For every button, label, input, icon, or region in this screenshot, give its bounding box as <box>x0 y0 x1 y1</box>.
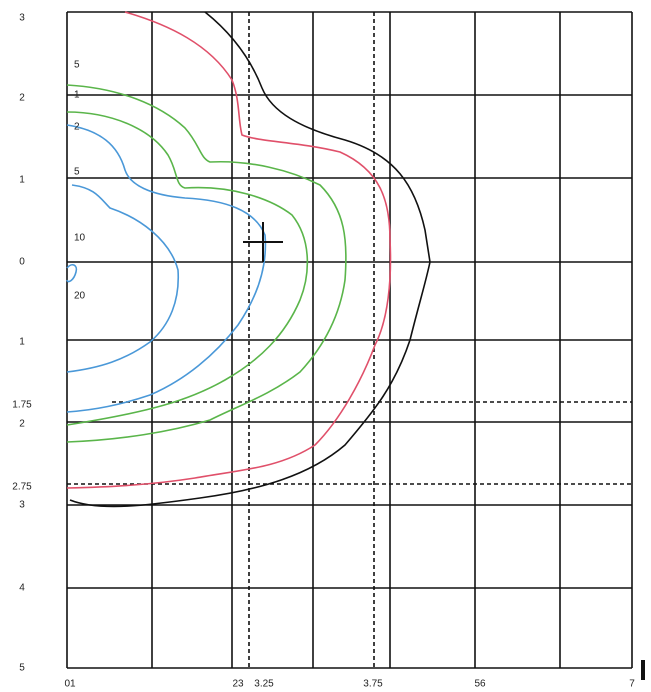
y-tick-label: 5 <box>19 663 25 674</box>
contour-line <box>66 124 267 413</box>
y-tick-label: 3 <box>19 13 25 24</box>
x-tick-label: 7 <box>629 679 635 690</box>
contour-label: 5 <box>74 167 80 178</box>
contour-line <box>66 11 392 489</box>
y-tick-label: 4 <box>19 583 25 594</box>
x-tick-label: 23 <box>232 679 244 690</box>
y-tick-label: 3 <box>19 500 25 511</box>
contour-line <box>66 184 180 373</box>
contour-line <box>69 11 431 508</box>
contour-label: 10 <box>74 233 86 244</box>
contour-label: 1 <box>74 90 80 101</box>
contour-label: 5 <box>74 60 80 71</box>
x-tick-label: 3.25 <box>254 679 274 690</box>
y-tick-label: 1 <box>19 337 25 348</box>
y-tick-label: 2 <box>19 93 25 104</box>
x-tick-label: 56 <box>474 679 486 690</box>
y-tick-label: 2 <box>19 419 25 430</box>
contour-line <box>66 84 347 443</box>
y-tick-label: 0 <box>19 257 25 268</box>
contour-label: 20 <box>74 291 86 302</box>
y-tick-label: 1 <box>19 175 25 186</box>
contour-line <box>66 263 78 283</box>
contour-line <box>66 111 309 426</box>
x-tick-label: 3.75 <box>363 679 383 690</box>
x-tick-label: 01 <box>64 679 76 690</box>
y-tick-label: 1.75 <box>12 400 32 411</box>
grid <box>66 11 645 680</box>
y-tick-label: 2.75 <box>12 482 32 493</box>
contour-label: 2 <box>74 122 80 133</box>
contours <box>66 11 431 508</box>
